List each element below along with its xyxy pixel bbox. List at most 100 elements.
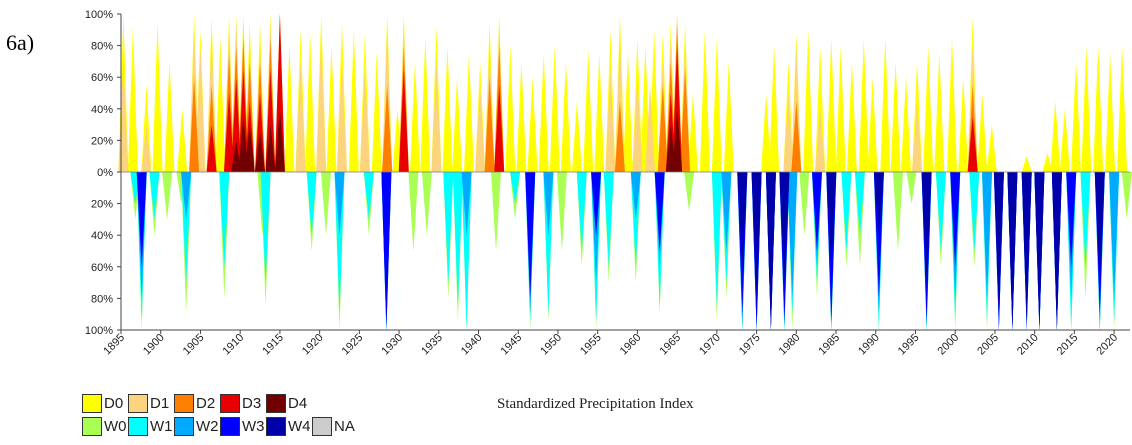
spike-d0	[464, 53, 474, 172]
legend-label-d0: D0	[104, 395, 124, 412]
spike-d0	[1021, 156, 1032, 172]
spike-d0	[1059, 108, 1070, 172]
spike-d0	[900, 77, 911, 172]
spike-d3	[494, 85, 505, 172]
y-tick-label: 60%	[91, 262, 113, 274]
spike-w1	[260, 172, 271, 283]
spike-d0	[1081, 45, 1092, 172]
spike-w4	[873, 172, 884, 236]
x-tick-label: 1990	[856, 332, 882, 358]
spike-d3	[398, 69, 409, 172]
spike-d1	[336, 61, 347, 172]
x-tick-label: 1960	[618, 332, 644, 358]
legend-label-w3: W3	[242, 418, 265, 435]
spike-d1	[632, 77, 643, 172]
spike-w3	[381, 172, 392, 330]
spike-w4	[1021, 172, 1032, 323]
spike-w0	[893, 172, 903, 251]
legend-swatch-d1	[128, 394, 148, 413]
series-w0	[130, 172, 1132, 330]
legend-swatch-d0	[82, 394, 102, 413]
x-tick-label: 1975	[737, 332, 763, 358]
x-tick-label: 1955	[578, 332, 604, 358]
spike-w4	[1094, 172, 1105, 283]
spike-w4	[751, 172, 762, 299]
spike-d0	[947, 37, 957, 173]
x-tick-label: 2005	[975, 332, 1001, 358]
spike-d0	[835, 45, 846, 172]
y-tick-label: 40%	[91, 104, 113, 116]
spike-d0	[516, 61, 527, 172]
series-w3	[136, 172, 1105, 330]
legend-swatch-w1	[128, 417, 148, 436]
series-w4	[737, 172, 1105, 330]
spike-w1	[452, 172, 463, 307]
spike-d0	[527, 77, 538, 172]
spike-w0	[799, 172, 810, 236]
spike-d1	[431, 61, 442, 172]
x-tick-label: 1950	[538, 332, 564, 358]
spike-d0	[177, 108, 188, 172]
spike-w1	[363, 172, 374, 220]
spike-w4	[737, 172, 748, 267]
legend-swatch-d4	[266, 394, 286, 413]
spike-w4	[1034, 172, 1045, 330]
legend-label-w2: W2	[196, 418, 219, 435]
spike-d0	[326, 45, 337, 172]
spike-d0	[1071, 61, 1081, 172]
spike-w1	[149, 172, 160, 220]
spike-d1	[815, 108, 826, 172]
spike-w4	[993, 172, 1004, 315]
spike-w2	[181, 172, 192, 220]
y-tick-label: 100%	[85, 325, 113, 337]
spike-w1	[181, 172, 192, 283]
spike-w3	[1066, 172, 1077, 267]
legend-label-d2: D2	[196, 395, 216, 412]
spike-d0	[572, 100, 582, 172]
spike-d0	[761, 93, 772, 172]
spike-d4	[238, 116, 249, 172]
spike-d0	[934, 53, 945, 172]
figure-label: 6a)	[6, 30, 35, 55]
spike-d4	[244, 124, 255, 172]
spike-d0	[1105, 53, 1116, 172]
x-tick-label: 1900	[141, 332, 167, 358]
spike-w1	[576, 172, 587, 251]
x-tick-label: 1970	[697, 332, 723, 358]
x-tick-label: 1915	[260, 332, 286, 358]
y-tick-label: 0%	[97, 167, 113, 179]
x-axis-ticks: 1895 1900 1905 1910 1915 1920 1925 1930 1935 1940…	[101, 330, 1120, 357]
x-tick-label: 1945	[499, 332, 525, 358]
spike-d4	[274, 108, 285, 172]
axes	[120, 14, 1130, 331]
spike-d0	[867, 77, 878, 172]
legend-label-na: NA	[334, 418, 355, 435]
spike-w1	[510, 172, 521, 204]
spike-w3	[136, 172, 147, 267]
y-tick-label: 20%	[91, 199, 113, 211]
spike-d0	[549, 45, 560, 172]
spike-w1	[935, 172, 946, 251]
spike-w2	[721, 172, 732, 251]
x-tick-label: 1935	[419, 332, 445, 358]
legend-item-w1: W1	[128, 417, 174, 436]
legend-item-na: NA	[312, 417, 358, 436]
legend-swatch-d2	[174, 394, 194, 413]
spike-d1	[912, 100, 923, 172]
legend-item-w2: W2	[174, 417, 220, 436]
spike-d0	[858, 37, 869, 173]
x-tick-label: 2015	[1055, 332, 1081, 358]
spi-area-chart: 100%80%60%40%20%0%20%40%60%80%100% 1895 1…	[85, 9, 1132, 357]
spike-d4	[255, 132, 265, 172]
spike-d2	[614, 100, 625, 172]
spike-d2	[657, 85, 668, 172]
spike-d1	[141, 124, 152, 172]
legend-label-d1: D1	[150, 395, 170, 412]
legend-row-dry: D0 D1 D2 D3 D4	[82, 392, 358, 415]
dry-series-layer	[118, 14, 1128, 173]
legend-swatch-w3	[220, 417, 240, 436]
spike-d1	[783, 93, 794, 172]
spike-w3	[591, 172, 602, 236]
spike-d1	[645, 85, 656, 172]
spike-d0	[880, 37, 891, 173]
